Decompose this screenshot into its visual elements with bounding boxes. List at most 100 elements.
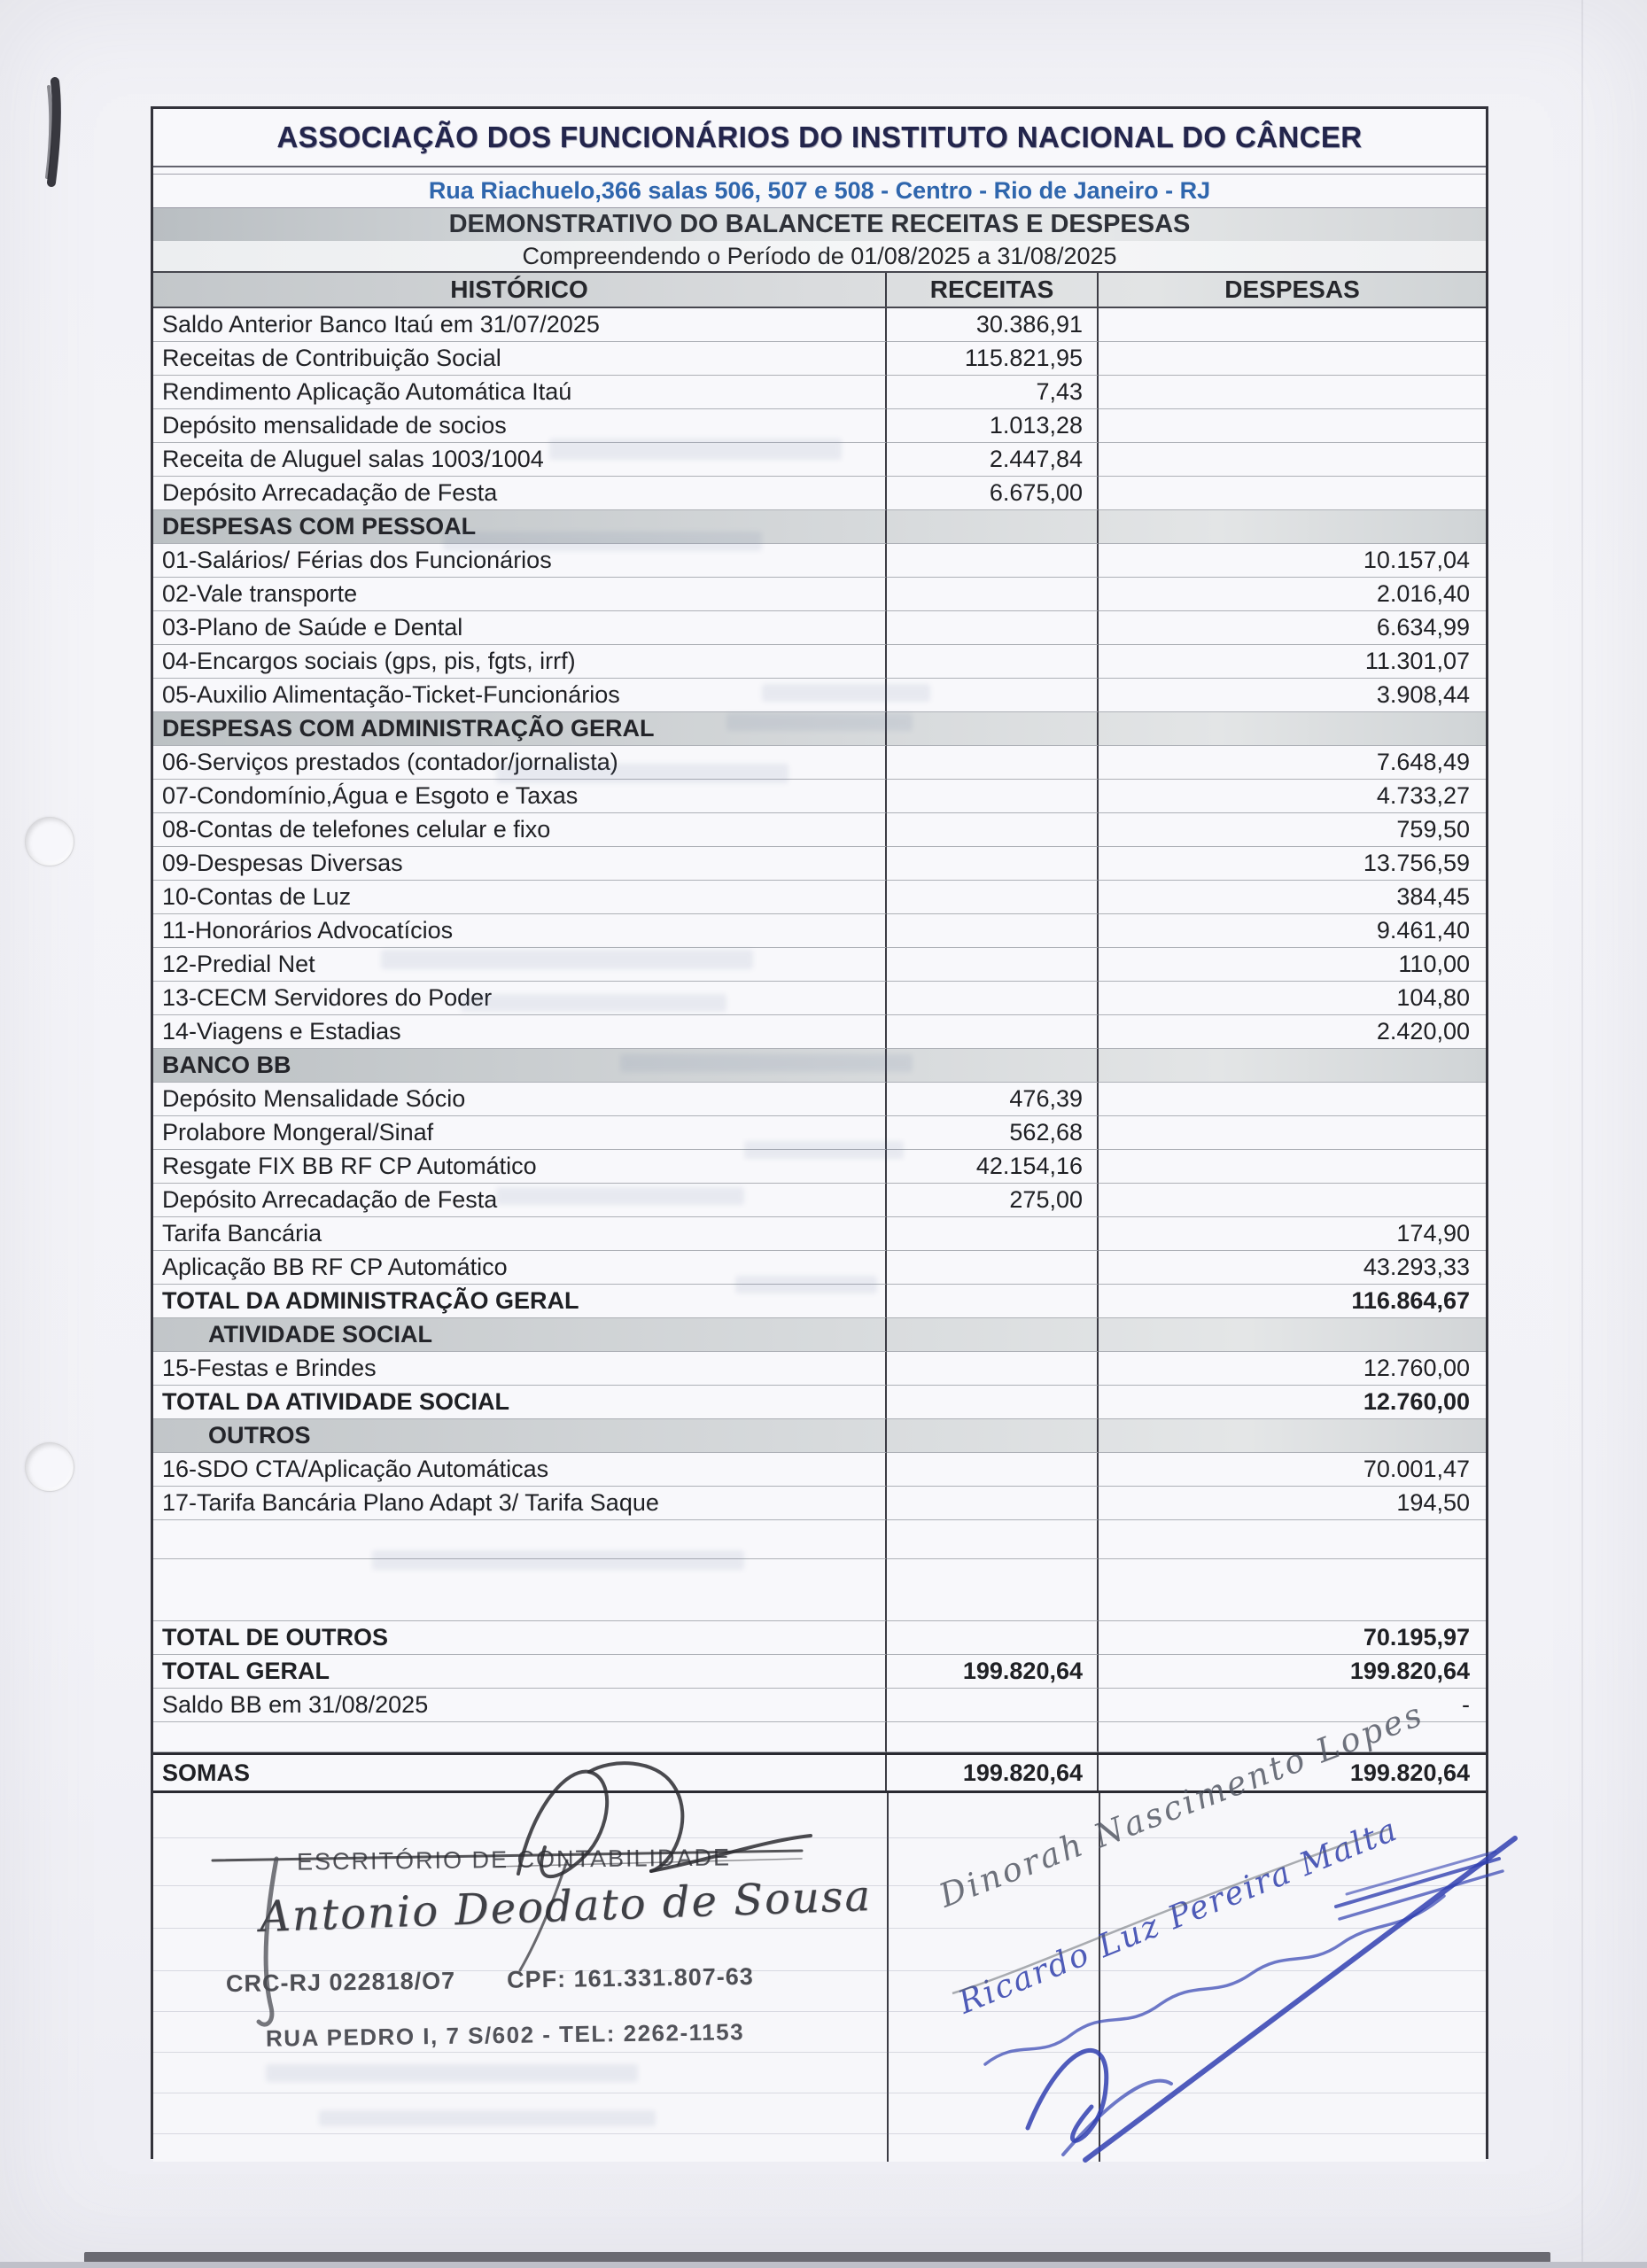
historico-cell bbox=[153, 1722, 887, 1752]
despesas-cell bbox=[1099, 409, 1486, 443]
table-row: Rendimento Aplicação Automática Itaú 7,43 bbox=[153, 376, 1486, 409]
receitas-cell bbox=[887, 1285, 1099, 1318]
ruled-line bbox=[153, 1837, 1486, 1838]
receitas-cell bbox=[887, 780, 1099, 813]
historico-cell: DESPESAS COM ADMINISTRAÇÃO GERAL bbox=[153, 712, 887, 746]
despesas-cell bbox=[1099, 1520, 1486, 1559]
table-row: 17-Tarifa Bancária Plano Adapt 3/ Tarifa… bbox=[153, 1487, 1486, 1520]
historico-cell: 15-Festas e Brindes bbox=[153, 1352, 887, 1386]
hole-punch bbox=[25, 1442, 74, 1492]
despesas-cell: 10.157,04 bbox=[1099, 544, 1486, 578]
historico-cell: 08-Contas de telefones celular e fixo bbox=[153, 813, 887, 847]
table-row: 05-Auxilio Alimentação-Ticket-Funcionári… bbox=[153, 679, 1486, 712]
stamp-accountant-name: Antonio Deodato de Sousa bbox=[259, 1870, 873, 1943]
receitas-cell bbox=[887, 510, 1099, 544]
table-row: 04-Encargos sociais (gps, pis, fgts, irr… bbox=[153, 645, 1486, 679]
receitas-cell: 42.154,16 bbox=[887, 1150, 1099, 1184]
receitas-cell bbox=[887, 645, 1099, 679]
historico-cell: 16-SDO CTA/Aplicação Automáticas bbox=[153, 1453, 887, 1487]
despesas-cell: 9.461,40 bbox=[1099, 914, 1486, 948]
paper-fold-line bbox=[1581, 0, 1583, 2268]
pen-mark bbox=[47, 77, 61, 187]
receitas-cell: 562,68 bbox=[887, 1116, 1099, 1150]
despesas-cell: 174,90 bbox=[1099, 1217, 1486, 1251]
column-header-despesas: DESPESAS bbox=[1224, 276, 1360, 303]
table-row: 03-Plano de Saúde e Dental 6.634,99 bbox=[153, 611, 1486, 645]
table-header-row: HISTÓRICO RECEITAS DESPESAS bbox=[153, 271, 1486, 308]
historico-cell: Depósito Arrecadação de Festa bbox=[153, 1184, 887, 1217]
receitas-cell: 2.447,84 bbox=[887, 443, 1099, 477]
table-row: 07-Condomínio,Água e Esgoto e Taxas 4.733… bbox=[153, 780, 1486, 813]
table-row: 13-CECM Servidores do Poder 104,80 bbox=[153, 982, 1486, 1015]
receitas-cell bbox=[887, 1487, 1099, 1520]
section-row: OUTROS bbox=[153, 1419, 1486, 1453]
receitas-cell bbox=[887, 1386, 1099, 1419]
association-address: Rua Riachuelo,366 salas 506, 507 e 508 -… bbox=[153, 175, 1486, 208]
ruled-line bbox=[153, 2011, 1486, 2012]
historico-cell: 04-Encargos sociais (gps, pis, fgts, irr… bbox=[153, 645, 887, 679]
historico-cell: 01-Salários/ Férias dos Funcionários bbox=[153, 544, 887, 578]
receitas-cell: 30.386,91 bbox=[887, 308, 1099, 342]
receitas-cell bbox=[887, 1722, 1099, 1752]
historico-cell: 12-Predial Net bbox=[153, 948, 887, 982]
receitas-cell bbox=[887, 1015, 1099, 1049]
despesas-cell bbox=[1099, 1083, 1486, 1116]
association-name: ASSOCIAÇÃO DOS FUNCIONÁRIOS DO INSTITUTO… bbox=[153, 109, 1486, 167]
ruled-line bbox=[153, 2133, 1486, 2134]
despesas-cell bbox=[1099, 1559, 1486, 1621]
table-row: 01-Salários/ Férias dos Funcionários 10.1… bbox=[153, 544, 1486, 578]
scanner-edge-shadow bbox=[84, 2252, 1550, 2263]
section-row: DESPESAS COM PESSOAL bbox=[153, 510, 1486, 544]
total-row: TOTAL DE OUTROS 70.195,97 bbox=[153, 1621, 1486, 1655]
despesas-cell: 13.756,59 bbox=[1099, 847, 1486, 881]
ruled-line bbox=[153, 2052, 1486, 2053]
pen-mark bbox=[45, 85, 53, 179]
table-row: Depósito mensalidade de socios 1.013,28 bbox=[153, 409, 1486, 443]
historico-cell: 11-Honorários Advocatícios bbox=[153, 914, 887, 948]
despesas-cell bbox=[1099, 1116, 1486, 1150]
historico-cell: Aplicação BB RF CP Automático bbox=[153, 1251, 887, 1285]
historico-cell: 14-Viagens e Estadias bbox=[153, 1015, 887, 1049]
historico-cell: OUTROS bbox=[153, 1419, 887, 1453]
receitas-cell bbox=[887, 813, 1099, 847]
column-header-historico: HISTÓRICO bbox=[153, 273, 887, 307]
receitas-cell bbox=[887, 1049, 1099, 1083]
despesas-cell: 7.648,49 bbox=[1099, 746, 1486, 780]
despesas-cell: 4.733,27 bbox=[1099, 780, 1486, 813]
despesas-cell: 3.908,44 bbox=[1099, 679, 1486, 712]
divider bbox=[153, 167, 1486, 175]
historico-cell: Saldo BB em 31/08/2025 bbox=[153, 1689, 887, 1722]
receitas-cell bbox=[887, 1318, 1099, 1352]
table-row: Depósito Arrecadação de Festa 6.675,00 bbox=[153, 477, 1486, 510]
historico-cell: Tarifa Bancária bbox=[153, 1217, 887, 1251]
column-header-receitas: RECEITAS bbox=[887, 273, 1099, 307]
despesas-cell: 199.820,64 bbox=[1349, 1759, 1470, 1786]
table-row: Tarifa Bancária 174,90 bbox=[153, 1217, 1486, 1251]
receitas-cell: 115.821,95 bbox=[887, 342, 1099, 376]
historico-cell: Prolabore Mongeral/Sinaf bbox=[153, 1116, 887, 1150]
stamp-crc-cpf: CRC-RJ 022818/O7 CPF: 161.331.807-63 bbox=[226, 1963, 754, 1998]
historico-cell: Depósito Arrecadação de Festa bbox=[153, 477, 887, 510]
historico-cell bbox=[153, 1520, 887, 1559]
ruled-line bbox=[153, 1928, 1486, 1929]
balance-sheet-table: ASSOCIAÇÃO DOS FUNCIONÁRIOS DO INSTITUTO… bbox=[151, 106, 1488, 2162]
column-divider bbox=[887, 1793, 889, 2162]
receitas-cell bbox=[887, 948, 1099, 982]
historico-cell bbox=[153, 1559, 887, 1621]
despesas-cell bbox=[1099, 712, 1486, 746]
section-row: DESPESAS COM ADMINISTRAÇÃO GERAL bbox=[153, 712, 1486, 746]
historico-cell: SOMAS bbox=[153, 1755, 887, 1790]
despesas-cell: 199.820,64 bbox=[1099, 1655, 1486, 1689]
receitas-cell bbox=[887, 1217, 1099, 1251]
receitas-cell bbox=[887, 679, 1099, 712]
historico-cell: 06-Serviços prestados (contador/jornalis… bbox=[153, 746, 887, 780]
historico-cell: 07-Condomínio,Água e Esgoto e Taxas bbox=[153, 780, 887, 813]
historico-cell: 13-CECM Servidores do Poder bbox=[153, 982, 887, 1015]
historico-cell: DESPESAS COM PESSOAL bbox=[153, 510, 887, 544]
section-row: ATIVIDADE SOCIAL bbox=[153, 1318, 1486, 1352]
despesas-cell: 116.864,67 bbox=[1099, 1285, 1486, 1318]
receitas-cell bbox=[887, 1453, 1099, 1487]
historico-cell: 17-Tarifa Bancária Plano Adapt 3/ Tarifa… bbox=[153, 1487, 887, 1520]
despesas-cell: 2.420,00 bbox=[1099, 1015, 1486, 1049]
